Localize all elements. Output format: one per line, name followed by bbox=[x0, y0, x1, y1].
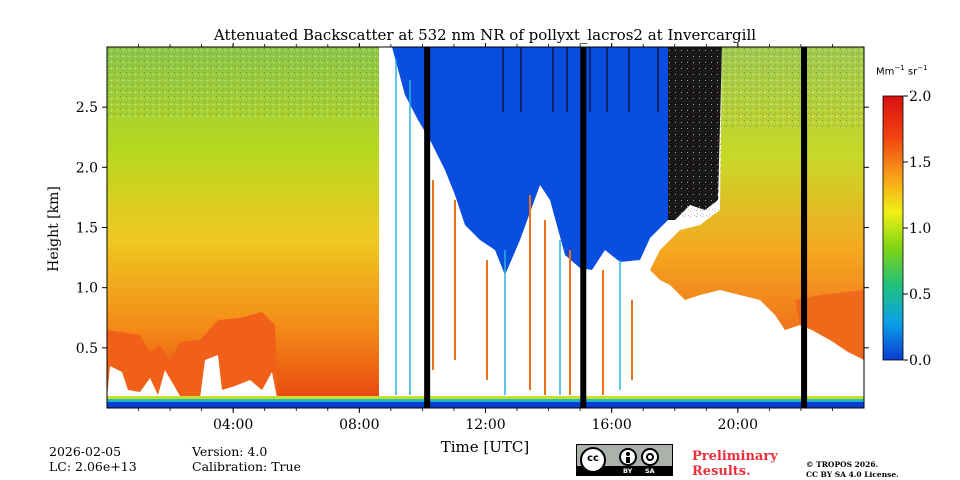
cc-sa-text: SA bbox=[645, 467, 655, 475]
license-line-1: © TROPOS 2026. bbox=[806, 460, 879, 469]
y-tick-label-3: 2.0 bbox=[76, 160, 98, 176]
cb-tick-label-4: 2.0 bbox=[909, 89, 931, 105]
y-axis-label: Height [km] bbox=[46, 186, 62, 272]
cb-tick-label-0: 0.0 bbox=[909, 353, 931, 369]
data-gap-1 bbox=[580, 47, 587, 408]
data-gap-0 bbox=[424, 47, 431, 408]
x-axis-label: Time [UTC] bbox=[440, 438, 530, 456]
cc-by-text: BY bbox=[623, 467, 633, 475]
cb-tick-label-1: 0.5 bbox=[909, 287, 931, 303]
backscatter-field bbox=[107, 47, 864, 408]
footer-mid: Version: 4.0 Calibration: True bbox=[192, 444, 301, 474]
x-tick-label-0: 04:00 bbox=[213, 417, 253, 433]
license-line-2: CC BY SA 4.0 License. bbox=[806, 470, 899, 479]
colorbar-unit: Mm−1 sr−1 bbox=[876, 64, 928, 78]
x-tick-label-1: 08:00 bbox=[339, 417, 379, 433]
footer-version: Version: 4.0 bbox=[192, 444, 268, 459]
x-tick-label-4: 20:00 bbox=[718, 417, 758, 433]
license-text: © TROPOS 2026. CC BY SA 4.0 License. bbox=[806, 460, 899, 480]
data-gap-2 bbox=[801, 47, 808, 408]
footer-date: 2026-02-05 bbox=[49, 444, 122, 459]
prelim-line-1: Preliminary bbox=[692, 449, 778, 464]
y-tick-label-1: 1.0 bbox=[76, 281, 98, 297]
y-tick-label-4: 2.5 bbox=[76, 100, 98, 116]
prelim-line-2: Results. bbox=[692, 464, 751, 479]
preliminary-results: Preliminary Results. bbox=[692, 449, 778, 479]
axes: 04:00 08:00 12:00 16:00 20:00 0.5 1.0 1.5 2.0 2.5 bbox=[76, 43, 869, 433]
colorbar-ticks: 0.0 0.5 1.0 1.5 2.0 bbox=[903, 89, 931, 369]
chart-title: Attenuated Backscatter at 532 nm NR of p… bbox=[213, 26, 757, 44]
footer-left: 2026-02-05 LC: 2.06e+13 bbox=[49, 444, 137, 474]
y-tick-label-0: 0.5 bbox=[76, 341, 98, 357]
share-alike-icon bbox=[641, 448, 659, 466]
footer-lc: LC: 2.06e+13 bbox=[49, 459, 137, 474]
colorbar bbox=[883, 96, 903, 360]
x-tick-label-3: 16:00 bbox=[591, 417, 631, 433]
x-tick-label-2: 12:00 bbox=[465, 417, 505, 433]
footer-calibration: Calibration: True bbox=[192, 459, 301, 474]
cc-license-badge: cc BY SA bbox=[576, 444, 673, 476]
cc-icon: cc bbox=[580, 447, 606, 473]
person-icon bbox=[619, 448, 637, 466]
cb-tick-label-2: 1.0 bbox=[909, 221, 931, 237]
cb-tick-label-3: 1.5 bbox=[909, 155, 931, 171]
data-gaps bbox=[424, 47, 808, 408]
y-tick-label-2: 1.5 bbox=[76, 221, 98, 237]
